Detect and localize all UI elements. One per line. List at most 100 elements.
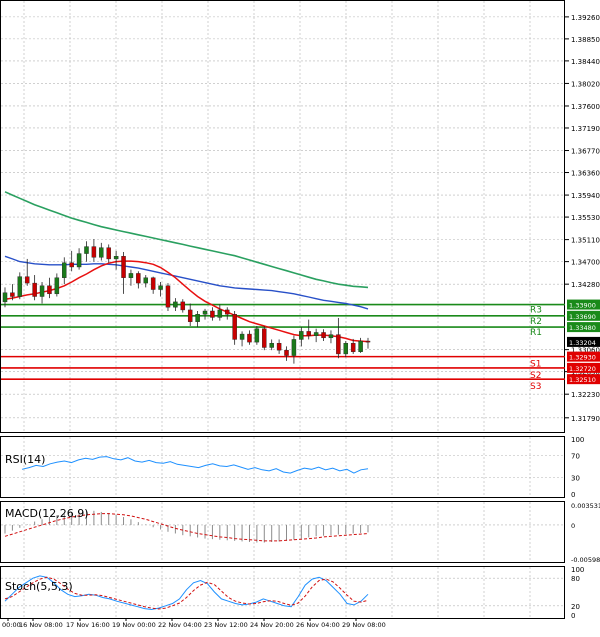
level-price-label-r2: 1.33690 bbox=[569, 313, 596, 321]
candle-body bbox=[195, 314, 200, 322]
price-y-tick-label: 1.35940 bbox=[571, 192, 600, 200]
panel-frame-1 bbox=[0, 436, 565, 498]
ma-slow-line bbox=[4, 191, 369, 289]
candle-body bbox=[336, 334, 341, 355]
level-price-label-s3: 1.32510 bbox=[569, 376, 596, 384]
stoch-y-tick-label: 80 bbox=[571, 575, 580, 583]
stoch-signal-line bbox=[4, 576, 369, 610]
candle-body bbox=[299, 331, 304, 340]
candle-body bbox=[202, 310, 208, 315]
candle-body bbox=[10, 292, 15, 297]
candle-body bbox=[239, 333, 245, 340]
ma-fast-line bbox=[4, 260, 369, 343]
candle-body bbox=[2, 292, 8, 303]
candle-body bbox=[276, 343, 282, 351]
x-tick-label: 17 Nov 16:00 bbox=[66, 621, 110, 629]
candle-body bbox=[269, 343, 274, 348]
level-name-r1: R1 bbox=[530, 328, 542, 338]
ma-mid-line bbox=[4, 255, 369, 310]
x-tick-label: 24 Nov 20:00 bbox=[250, 621, 294, 629]
level-price-tag-r2 bbox=[567, 310, 600, 321]
candle-body bbox=[225, 309, 230, 315]
price-y-tick-label: 1.36770 bbox=[571, 148, 600, 156]
panel-frame-0 bbox=[0, 0, 565, 433]
candle-body bbox=[158, 285, 163, 290]
panel-frame-2 bbox=[0, 501, 565, 563]
rsi-y-tick-label: 30 bbox=[571, 475, 580, 483]
level-price-label-s2: 1.32720 bbox=[569, 365, 596, 373]
macd-y-tick-label: 0 bbox=[571, 522, 575, 530]
candle-body bbox=[136, 273, 141, 284]
level-price-label-s1: 1.32930 bbox=[569, 354, 596, 362]
stoch-title: Stoch(5,5,3) bbox=[5, 580, 73, 593]
rsi-title: RSI(14) bbox=[5, 453, 45, 466]
x-tick-label: 29 Nov 08:00 bbox=[342, 621, 386, 629]
candle-body bbox=[306, 331, 311, 336]
price-y-tick-label: 1.36360 bbox=[571, 170, 600, 178]
price-y-tick-label: 1.34280 bbox=[571, 281, 600, 289]
candle-body bbox=[24, 276, 30, 284]
candle-body bbox=[358, 340, 363, 352]
x-tick-label: 00:00 bbox=[2, 621, 21, 629]
candle-body bbox=[76, 253, 82, 268]
grid-layer bbox=[0, 0, 565, 619]
stoch-main-line bbox=[4, 575, 369, 611]
level-price-tag-s1 bbox=[567, 351, 600, 362]
candle-body bbox=[254, 328, 260, 343]
x-tick-label: 19 Nov 00:00 bbox=[112, 621, 156, 629]
rsi-y-tick-label: 0 bbox=[571, 491, 575, 499]
candle-body bbox=[343, 343, 349, 355]
level-name-r2: R2 bbox=[530, 317, 542, 327]
candle-body bbox=[17, 276, 23, 297]
x-tick-label: 26 Nov 04:00 bbox=[296, 621, 340, 629]
candle-body bbox=[39, 285, 45, 297]
stoch-y-tick-label: 20 bbox=[571, 603, 580, 611]
candle-body bbox=[187, 309, 193, 322]
candle-body bbox=[150, 277, 156, 290]
candle-body bbox=[262, 328, 267, 348]
level-price-label-r1: 1.33480 bbox=[569, 324, 596, 332]
candle-body bbox=[247, 333, 252, 343]
candle-body bbox=[321, 332, 326, 339]
candle-body bbox=[365, 340, 371, 343]
x-tick-label: 16 Nov 08:00 bbox=[19, 621, 63, 629]
candle-body bbox=[165, 285, 171, 308]
candle-body bbox=[69, 262, 74, 268]
candle-body bbox=[84, 246, 89, 254]
price-y-tick-label: 1.31790 bbox=[571, 415, 600, 423]
candle-body bbox=[91, 246, 97, 258]
axis-layer: 1.39260 1.38850 1.38440 1.38020 1.37600 1.371… bbox=[2, 14, 600, 629]
x-tick-label: 22 Nov 04:00 bbox=[158, 621, 202, 629]
price-y-tick-label: 1.35530 bbox=[571, 214, 600, 222]
candle-body bbox=[291, 339, 297, 356]
candle-body bbox=[106, 247, 111, 260]
candle-body bbox=[32, 282, 37, 297]
level-name-r3: R3 bbox=[530, 306, 542, 316]
candle-body bbox=[284, 349, 289, 356]
candle-body bbox=[232, 314, 237, 340]
price-y-tick-label: 1.38850 bbox=[571, 36, 600, 44]
level-name-s3: S3 bbox=[530, 382, 541, 392]
price-y-tick-label: 1.35110 bbox=[571, 237, 600, 245]
rsi-line bbox=[21, 456, 369, 474]
level-name-s2: S2 bbox=[530, 371, 541, 381]
candle-body bbox=[210, 310, 215, 318]
macd-title: MACD(12,26,9) bbox=[5, 507, 89, 520]
candle-body bbox=[313, 332, 319, 336]
price-y-tick-label: 1.34700 bbox=[571, 259, 600, 267]
candle-body bbox=[350, 343, 356, 352]
candle-body bbox=[328, 334, 334, 339]
level-price-tag-s3 bbox=[567, 374, 600, 385]
macd-y-tick-label: -0.005989 bbox=[571, 556, 600, 564]
candle-body bbox=[180, 301, 186, 311]
candle-body bbox=[113, 256, 119, 260]
stoch-y-tick-label: 100 bbox=[571, 566, 584, 574]
level-price-tag-r3 bbox=[567, 299, 600, 310]
current-price-label: 1.33204 bbox=[569, 339, 596, 347]
stoch-y-tick-label: 0 bbox=[571, 612, 575, 620]
price-y-tick-label: 1.37190 bbox=[571, 125, 600, 133]
price-y-tick-label: 1.38020 bbox=[571, 80, 600, 88]
rsi-y-tick-label: 70 bbox=[571, 453, 580, 461]
